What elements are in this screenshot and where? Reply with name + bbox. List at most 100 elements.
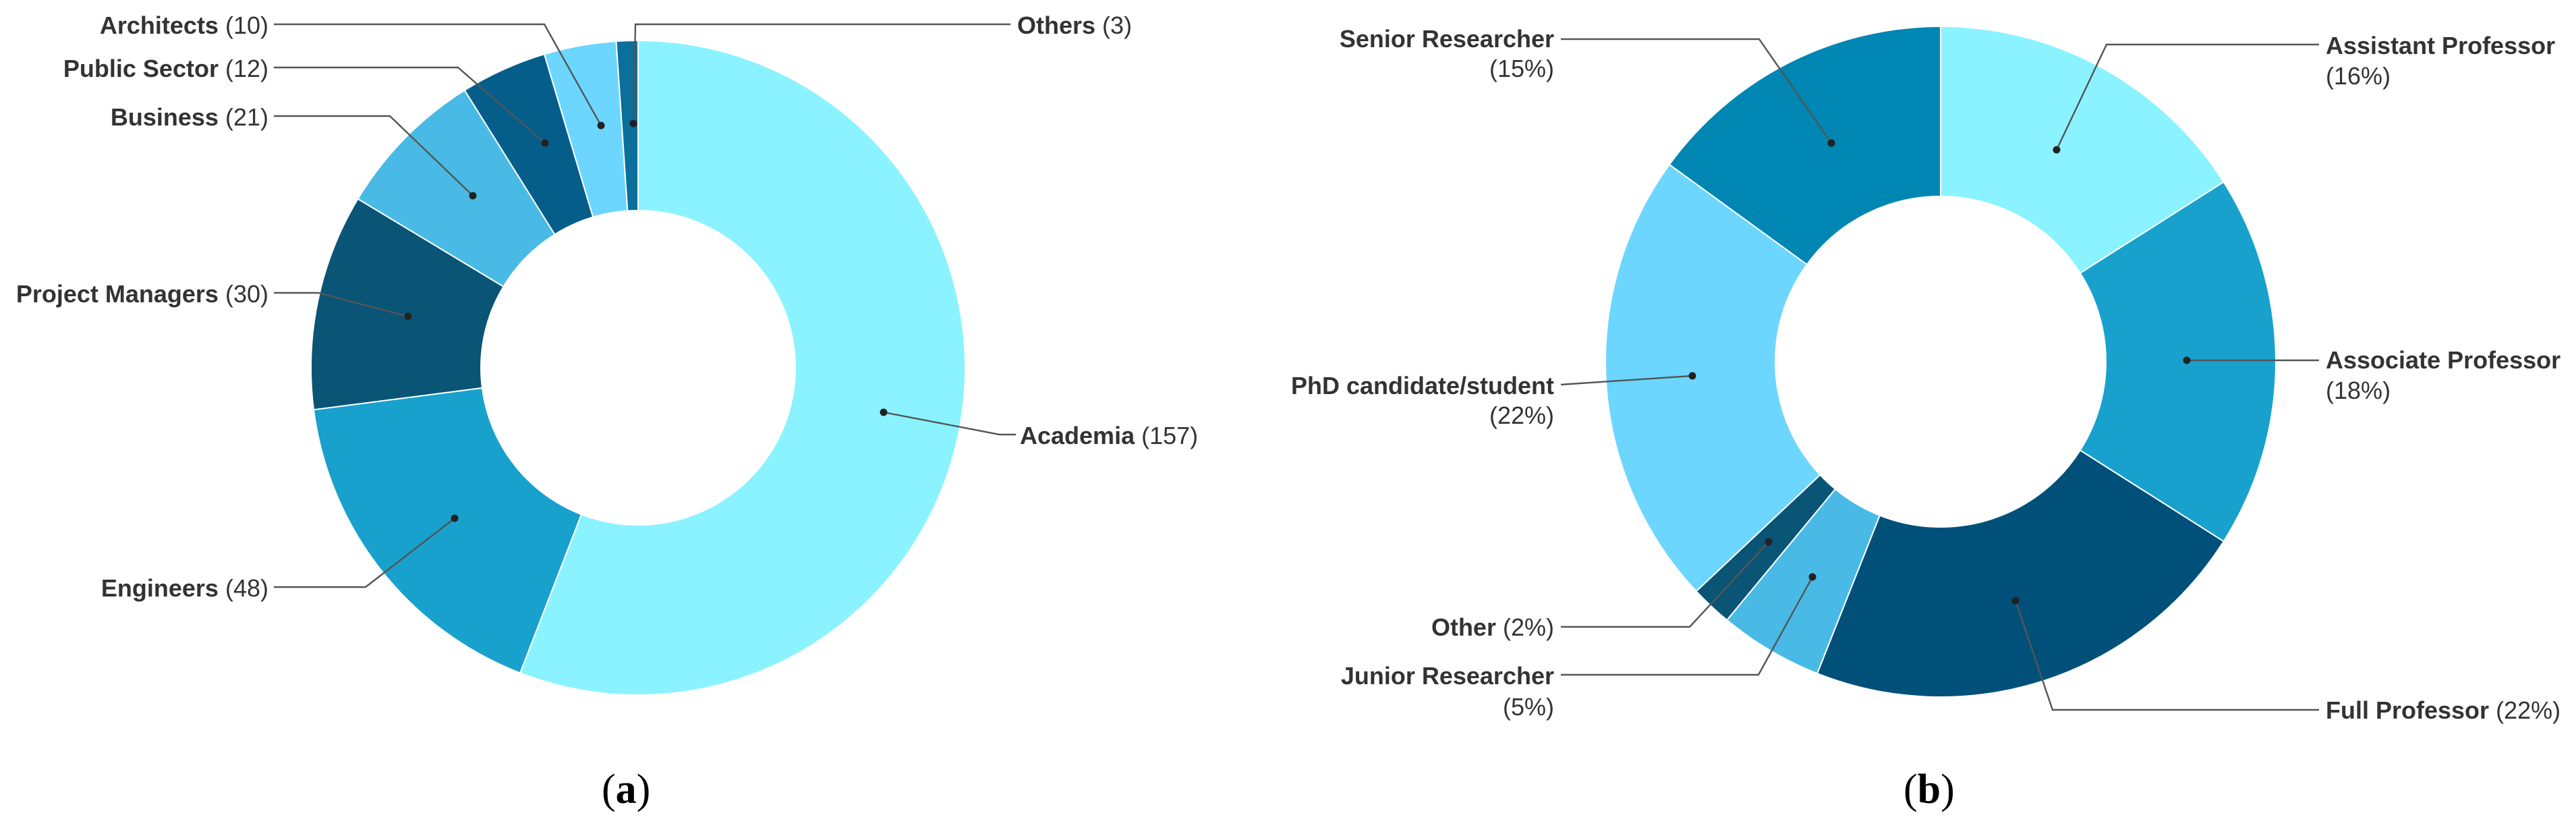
slice-name-text: Project Managers: [16, 280, 219, 308]
slice-label-associate-professor: Associate Professor: [2326, 346, 2560, 374]
leader-dot-junior-researcher: [1808, 573, 1816, 581]
punctuation: (: [1489, 401, 1497, 429]
punctuation: (: [219, 574, 233, 602]
leader-line-junior-researcher: [1561, 576, 1814, 676]
donut-chart-b: Assistant Professor (16%) Associate Profes…: [1291, 25, 2560, 812]
leader-line-assistant-professor: [2055, 43, 2319, 150]
slice-name-text: Architects: [100, 11, 219, 39]
leader-line-project-managers: [274, 292, 409, 318]
slice-value-text: 22%: [1497, 401, 1546, 429]
caption-close: ): [1941, 767, 1955, 812]
slice-value-text: 18%: [2334, 377, 2382, 404]
slice-value-phd-candidate-student: (22%): [1489, 401, 1554, 429]
slice-name-text: Others: [1017, 11, 1095, 39]
leader-dot-project-managers: [404, 312, 412, 321]
leader-dot-public-sector: [541, 139, 549, 147]
slice-name-text: Other: [1431, 613, 1496, 641]
leader-line-senior-researcher: [1561, 38, 1832, 144]
slice-name-text: Junior Researcher: [1341, 662, 1554, 690]
leader-dot-other: [1765, 538, 1773, 546]
label-group-others: Others (3): [629, 11, 1132, 128]
label-group-project-managers: Project Managers (30): [16, 280, 412, 321]
slice-label-assistant-professor: Assistant Professor: [2326, 32, 2555, 59]
slice-name-text: Engineers: [101, 574, 219, 602]
slice-value-senior-researcher: (15%): [1489, 55, 1554, 82]
leader-line-other: [1561, 541, 1769, 628]
punctuation: (: [219, 103, 233, 131]
punctuation: ): [260, 280, 268, 308]
label-group-phd-candidate-student: PhD candidate/student(22%): [1291, 372, 1696, 429]
punctuation: (: [2489, 696, 2504, 724]
label-group-assistant-professor: Assistant Professor (16%): [2053, 32, 2555, 154]
slice-label-engineers: Engineers (48): [101, 574, 268, 602]
slice-project-managers: [310, 198, 505, 411]
punctuation: (: [2326, 377, 2334, 404]
leader-line-others: [632, 23, 1010, 124]
slice-name-text: Full Professor: [2326, 696, 2489, 724]
label-group-business: Business (21): [111, 103, 477, 200]
label-group-engineers: Engineers (48): [101, 514, 459, 602]
slice-name-text: Academia: [1020, 422, 1135, 449]
slice-name-text: Public Sector: [63, 55, 219, 82]
leader-dot-academia: [880, 408, 888, 416]
slice-associate-professor: [2079, 181, 2277, 543]
leader-dot-assistant-professor: [2053, 146, 2061, 154]
leader-line-phd-candidate-student: [1560, 375, 1693, 386]
slice-value-text: 21: [233, 103, 260, 131]
slice-label-full-professor: Full Professor (22%): [2326, 696, 2560, 724]
leader-line-engineers: [274, 518, 455, 588]
punctuation: (: [1503, 693, 1511, 721]
punctuation: ): [260, 574, 268, 602]
punctuation: (: [1135, 422, 1149, 449]
slice-name-text: PhD candidate/student: [1291, 372, 1554, 399]
label-group-junior-researcher: Junior Researcher (5%): [1341, 573, 1816, 721]
slice-label-phd-candidate-student: PhD candidate/student: [1291, 372, 1554, 399]
label-group-academia: Academia (157): [880, 408, 1198, 449]
slice-value-assistant-professor: (16%): [2326, 62, 2391, 90]
leader-dot-engineers: [451, 514, 459, 522]
leader-line-business: [274, 115, 474, 196]
slice-label-others: Others (3): [1017, 11, 1132, 39]
slice-name-text: Business: [111, 103, 219, 131]
slice-value-text: 157: [1149, 422, 1190, 449]
subfigure-caption-b: (b): [1904, 767, 1955, 812]
slice-value-text: 16%: [2334, 62, 2382, 90]
label-group-public-sector: Public Sector (12): [63, 55, 549, 147]
punctuation: ): [260, 11, 268, 39]
slice-value-text: 22%: [2504, 696, 2552, 724]
punctuation: ): [2382, 377, 2391, 404]
donut-chart-a: Academia (157)Engineers (48)Project Mana…: [16, 11, 1198, 812]
slice-value-text: 3: [1110, 11, 1124, 39]
punctuation: (: [219, 55, 233, 82]
slice-value-text: 12: [233, 55, 260, 82]
label-group-architects: Architects (10): [100, 11, 605, 130]
slice-label-other: Other (2%): [1431, 613, 1554, 641]
punctuation: ): [1546, 55, 1554, 82]
slice-name-text: Senior Researcher: [1340, 25, 1554, 53]
punctuation: ): [260, 103, 268, 131]
punctuation: (: [2326, 62, 2334, 90]
slice-assistant-professor: [1940, 25, 2225, 275]
punctuation: ): [1546, 693, 1554, 721]
leader-dot-others: [629, 119, 637, 128]
slice-full-professor: [1816, 449, 2225, 698]
slice-value-text: 10: [233, 11, 260, 39]
slice-value-text: 2%: [1511, 613, 1546, 641]
subfigure-caption-a: (a): [602, 767, 650, 812]
punctuation: (: [219, 11, 233, 39]
leader-dot-full-professor: [2011, 597, 2020, 605]
punctuation: ): [2552, 696, 2560, 724]
leader-line-architects: [274, 23, 602, 126]
punctuation: ): [1124, 11, 1132, 39]
leader-dot-phd-candidate-student: [1688, 372, 1696, 380]
punctuation: ): [1546, 401, 1554, 429]
slice-label-senior-researcher: Senior Researcher: [1340, 25, 1554, 53]
caption-close: ): [637, 767, 651, 812]
leader-line-academia: [883, 411, 1016, 436]
slice-academia: [519, 39, 966, 696]
slice-label-junior-researcher: Junior Researcher: [1341, 662, 1554, 690]
slice-label-business: Business (21): [111, 103, 268, 131]
label-group-other: Other (2%): [1431, 538, 1773, 641]
caption-letter: a: [616, 767, 637, 812]
